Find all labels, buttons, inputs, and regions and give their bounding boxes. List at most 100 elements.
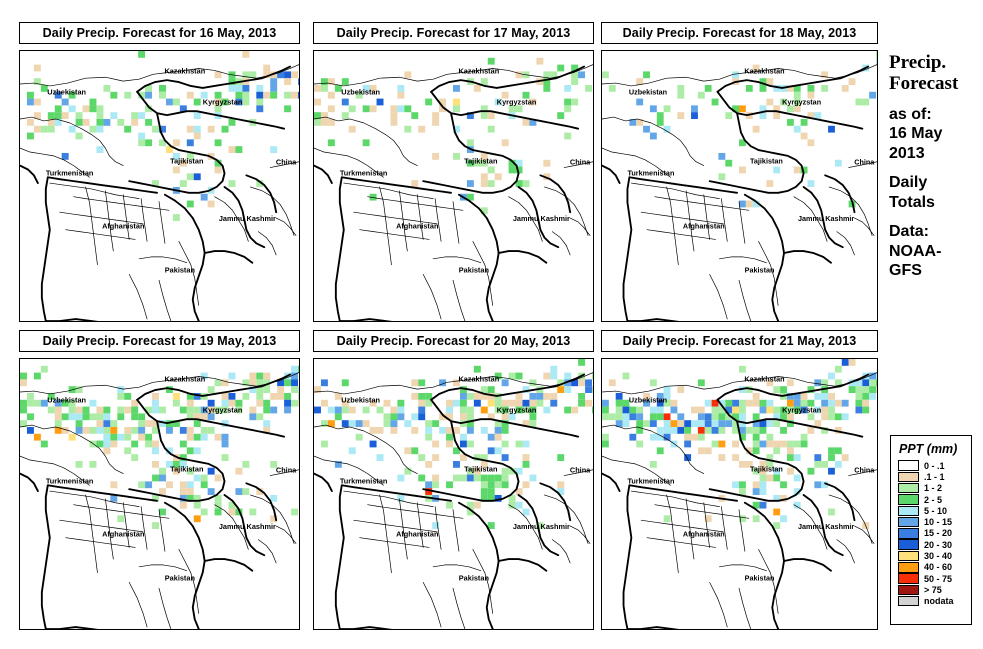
legend-swatch bbox=[898, 584, 919, 596]
panel-17-may-map[interactable]: Kazakhstan Uzbekistan Kyrgyzstan Turkmenist… bbox=[313, 50, 594, 322]
admin-borders-thin bbox=[20, 372, 299, 629]
country-labels: Kazakhstan Uzbekistan Kyrgyzstan Turkmenist… bbox=[46, 66, 297, 275]
legend-swatch bbox=[898, 471, 919, 483]
svg-text:Kazakhstan: Kazakhstan bbox=[458, 66, 499, 75]
country-borders-bold bbox=[602, 65, 870, 321]
svg-text:Pakistan: Pakistan bbox=[459, 574, 489, 583]
legend-entry: 15 - 20 bbox=[898, 528, 971, 539]
svg-text:Turkmenistan: Turkmenistan bbox=[46, 476, 94, 485]
svg-text:Turkmenistan: Turkmenistan bbox=[627, 168, 674, 177]
sidebar-asof-line1: as of: bbox=[889, 105, 932, 123]
svg-text:China: China bbox=[570, 466, 591, 475]
legend-label: 30 - 40 bbox=[924, 551, 953, 562]
legend-entry: 30 - 40 bbox=[898, 550, 971, 562]
svg-text:Uzbekistan: Uzbekistan bbox=[629, 396, 667, 405]
panel-16-may: Daily Precip. Forecast for 16 May, 2013 K… bbox=[19, 22, 300, 322]
legend-entry: 10 - 15 bbox=[898, 516, 971, 528]
svg-text:Uzbekistan: Uzbekistan bbox=[629, 88, 667, 97]
panel-20-may-map[interactable]: Kazakhstan Uzbekistan Kyrgyzstan Turkmenist… bbox=[313, 358, 594, 630]
svg-text:Afghanistan: Afghanistan bbox=[683, 530, 725, 539]
panel-19-may-map[interactable]: Kazakhstan Uzbekistan Kyrgyzstan Turkmenist… bbox=[19, 358, 300, 630]
precip-raster bbox=[314, 359, 593, 529]
legend-swatch bbox=[898, 482, 919, 494]
legend-entry: 40 - 60 bbox=[898, 562, 971, 573]
svg-text:Uzbekistan: Uzbekistan bbox=[47, 396, 86, 405]
legend-label: .1 - 1 bbox=[924, 471, 945, 482]
svg-text:China: China bbox=[276, 158, 297, 167]
legend-swatch bbox=[898, 516, 919, 528]
country-labels: Kazakhstan Uzbekistan Kyrgyzstan Turkmenist… bbox=[46, 374, 297, 583]
admin-borders-thin bbox=[20, 64, 299, 321]
svg-text:Jammu Kashmir: Jammu Kashmir bbox=[798, 522, 854, 531]
panel-16-may-map[interactable]: Kazakhstan Uzbekistan Kyrgyzstan Turkmenist… bbox=[19, 50, 300, 322]
svg-text:Uzbekistan: Uzbekistan bbox=[47, 88, 86, 97]
svg-text:Pakistan: Pakistan bbox=[745, 573, 775, 582]
precip-raster bbox=[20, 365, 299, 529]
svg-text:Jammu Kashmir: Jammu Kashmir bbox=[798, 214, 854, 223]
svg-text:Turkmenistan: Turkmenistan bbox=[340, 168, 388, 177]
sidebar-totals: Daily Totals bbox=[889, 173, 983, 212]
country-borders-bold bbox=[602, 373, 870, 629]
svg-text:Pakistan: Pakistan bbox=[165, 266, 195, 275]
sidebar-data-source: Data: NOAA- GFS bbox=[889, 222, 983, 281]
precip-raster bbox=[314, 57, 593, 215]
country-borders-bold bbox=[314, 65, 586, 321]
svg-text:Kazakhstan: Kazakhstan bbox=[164, 374, 205, 383]
panel-20-may: Daily Precip. Forecast for 20 May, 2013 K… bbox=[313, 330, 594, 630]
legend-label: 1 - 2 bbox=[924, 483, 943, 494]
legend-label: 0 - .1 bbox=[924, 460, 945, 471]
country-borders-bold bbox=[314, 373, 586, 629]
svg-text:Pakistan: Pakistan bbox=[165, 574, 195, 583]
sidebar-heading-line1: Precip. bbox=[889, 52, 947, 73]
legend-swatch bbox=[898, 573, 919, 584]
svg-text:Kazakhstan: Kazakhstan bbox=[744, 374, 784, 383]
legend-label: 15 - 20 bbox=[924, 528, 953, 539]
svg-text:Turkmenistan: Turkmenistan bbox=[627, 476, 674, 485]
sidebar-data-line3: GFS bbox=[889, 262, 922, 280]
panel-19-may-title: Daily Precip. Forecast for 19 May, 2013 bbox=[19, 330, 300, 352]
svg-text:Pakistan: Pakistan bbox=[459, 266, 489, 275]
legend-title: PPT (mm) bbox=[899, 442, 958, 456]
panel-17-may: Daily Precip. Forecast for 17 May, 2013 K… bbox=[313, 22, 594, 322]
svg-text:Jammu Kashmir: Jammu Kashmir bbox=[219, 522, 276, 531]
svg-text:Tajikistan: Tajikistan bbox=[170, 465, 203, 474]
panel-18-may-title: Daily Precip. Forecast for 18 May, 2013 bbox=[601, 22, 878, 44]
panel-20-may-title: Daily Precip. Forecast for 20 May, 2013 bbox=[313, 330, 594, 352]
legend-entry: 50 - 75 bbox=[898, 573, 971, 584]
svg-text:China: China bbox=[854, 466, 875, 475]
legend-entry: > 75 bbox=[898, 584, 971, 596]
panel-21-may: Daily Precip. Forecast for 21 May, 2013 K… bbox=[601, 330, 878, 630]
sidebar-totals-line2: Totals bbox=[889, 193, 935, 211]
sidebar: Precip. Forecast as of: 16 May 2013 Dail… bbox=[889, 52, 983, 281]
panel-19-may: Daily Precip. Forecast for 19 May, 2013 K… bbox=[19, 330, 300, 630]
legend-entry: 2 - 5 bbox=[898, 494, 971, 505]
panel-21-may-title: Daily Precip. Forecast for 21 May, 2013 bbox=[601, 330, 878, 352]
svg-text:Kazakhstan: Kazakhstan bbox=[164, 66, 205, 75]
svg-text:Jammu Kashmir: Jammu Kashmir bbox=[513, 522, 570, 531]
svg-text:Uzbekistan: Uzbekistan bbox=[341, 88, 380, 97]
svg-text:Afghanistan: Afghanistan bbox=[396, 530, 438, 539]
legend-label: nodata bbox=[924, 596, 954, 607]
panel-18-may-map[interactable]: Kazakhstan Uzbekistan Kyrgyzstan Turkmenist… bbox=[601, 50, 878, 322]
panel-21-may-map[interactable]: Kazakhstan Uzbekistan Kyrgyzstan Turkmenist… bbox=[601, 358, 878, 630]
country-labels: Kazakhstan Uzbekistan Kyrgyzstan Turkmenist… bbox=[340, 374, 591, 583]
legend-label: 40 - 60 bbox=[924, 562, 953, 573]
panel-17-may-title: Daily Precip. Forecast for 17 May, 2013 bbox=[313, 22, 594, 44]
sidebar-asof-line3: 2013 bbox=[889, 144, 925, 162]
legend-label: 20 - 30 bbox=[924, 539, 953, 550]
svg-text:Afghanistan: Afghanistan bbox=[102, 222, 144, 231]
legend-entry: 1 - 2 bbox=[898, 482, 971, 494]
legend-swatch bbox=[898, 539, 919, 550]
svg-text:Kazakhstan: Kazakhstan bbox=[458, 374, 499, 383]
precip-raster bbox=[602, 359, 877, 529]
country-labels: Kazakhstan Uzbekistan Kyrgyzstan Turkmenist… bbox=[627, 66, 875, 274]
legend-entry: nodata bbox=[898, 595, 971, 607]
panel-16-may-title: Daily Precip. Forecast for 16 May, 2013 bbox=[19, 22, 300, 44]
svg-text:Turkmenistan: Turkmenistan bbox=[340, 476, 388, 485]
legend-entry: 0 - .1 bbox=[898, 460, 971, 471]
precip-raster bbox=[26, 51, 299, 221]
legend-label: 5 - 10 bbox=[924, 505, 948, 516]
legend-label: 10 - 15 bbox=[924, 517, 953, 528]
